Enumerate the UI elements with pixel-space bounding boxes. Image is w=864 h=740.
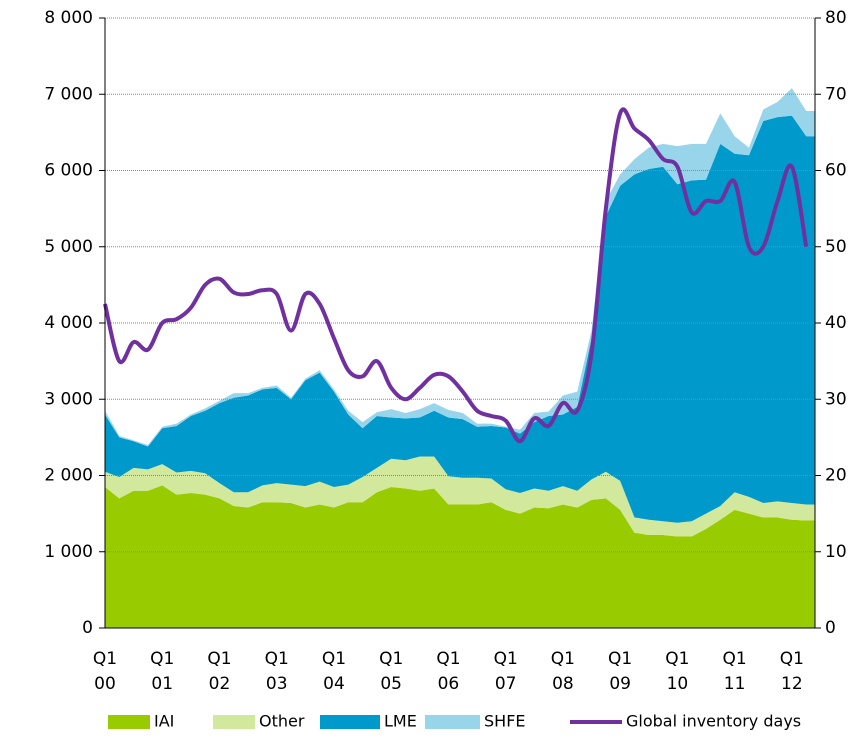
y2-tick-label: 50 — [825, 237, 847, 257]
x-tick-label: Q1 12 — [779, 649, 804, 694]
x-tick-label: Q1 07 — [493, 649, 518, 694]
y2-tick-label: 30 — [825, 389, 847, 409]
x-tick-label: Q1 00 — [92, 649, 118, 694]
legend-label: LME — [384, 712, 417, 731]
y-tick-label: 0 — [82, 618, 93, 638]
y-tick-label: 8 000 — [44, 8, 93, 28]
y2-tick-label: 20 — [825, 466, 847, 486]
y2-tick-label: 80 — [825, 8, 847, 28]
legend-label: SHFE — [484, 712, 526, 731]
x-tick-label: Q1 09 — [608, 649, 633, 694]
y-tick-label: 2 000 — [44, 466, 93, 486]
legend-label: Other — [259, 712, 305, 731]
legend-label: IAI — [154, 712, 174, 731]
y2-tick-label: 60 — [825, 161, 847, 181]
y-tick-label: 1 000 — [44, 542, 93, 562]
x-tick-label: Q1 04 — [321, 649, 347, 694]
y2-tick-label: 0 — [825, 618, 836, 638]
x-tick-label: Q1 08 — [550, 649, 575, 694]
x-tick-label: Q1 10 — [665, 649, 690, 694]
x-tick-label: Q1 01 — [150, 649, 175, 694]
x-tick-label: Q1 06 — [436, 649, 461, 694]
y-tick-label: 3 000 — [44, 389, 93, 409]
x-tick-label: Q1 11 — [722, 649, 747, 694]
area — [105, 456, 815, 537]
area — [105, 485, 815, 628]
y-tick-label: 6 000 — [44, 161, 93, 181]
y-tick-label: 5 000 — [44, 237, 93, 257]
legend-swatch — [213, 715, 255, 729]
x-tick-label: Q1 03 — [264, 649, 289, 694]
areas — [105, 88, 815, 628]
line — [103, 107, 809, 444]
y2-tick-label: 70 — [825, 84, 847, 104]
legend-swatch — [108, 715, 150, 729]
area — [105, 115, 815, 523]
y-tick-label: 4 000 — [44, 313, 93, 333]
x-tick-label: Q1 02 — [207, 649, 232, 694]
y-tick-label: 7 000 — [44, 84, 93, 104]
x-tick-label: Q1 05 — [379, 649, 404, 694]
legend-label: Global inventory days — [626, 712, 801, 731]
legend-swatch — [320, 715, 380, 729]
y2-tick-label: 10 — [825, 542, 847, 562]
legend-swatch — [425, 715, 480, 729]
y2-tick-label: 40 — [825, 313, 847, 333]
